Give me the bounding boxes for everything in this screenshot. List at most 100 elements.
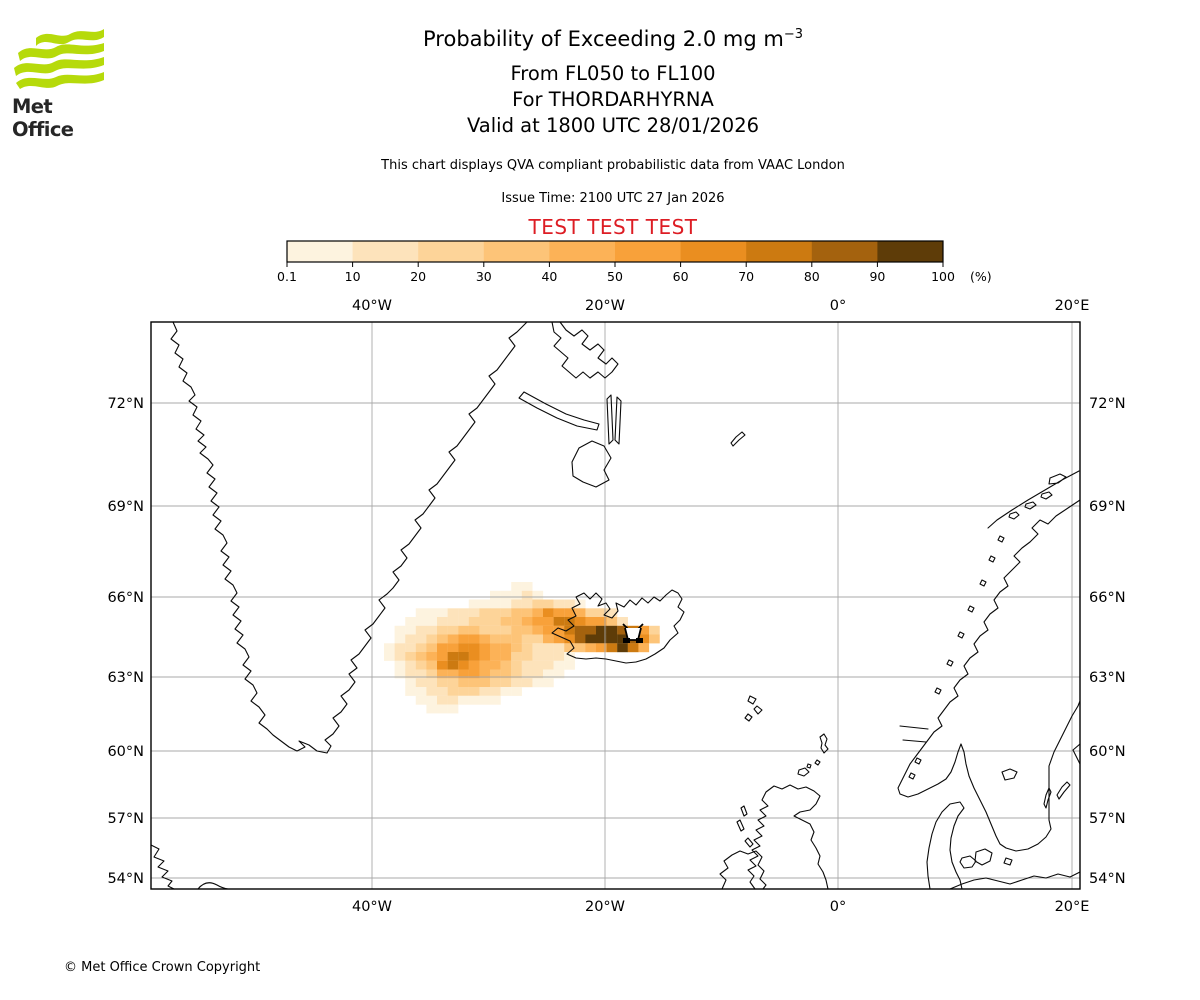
plume-cell bbox=[553, 599, 565, 609]
plume-cell bbox=[500, 660, 512, 670]
colorbar-segment bbox=[877, 241, 944, 262]
plume-cell bbox=[458, 643, 469, 653]
plume-cell bbox=[437, 617, 448, 626]
plume-cell bbox=[490, 599, 501, 609]
plume-cell bbox=[627, 643, 639, 653]
plume-cell bbox=[500, 687, 512, 696]
plume-cell bbox=[447, 695, 459, 705]
coastline-faroe-islands bbox=[744, 695, 763, 722]
coastline-danish-islands bbox=[959, 848, 1013, 869]
plume-cell bbox=[532, 678, 544, 688]
y-axis-label-right: 54°N bbox=[1089, 871, 1126, 887]
plume-cell bbox=[479, 599, 491, 609]
plume-cell bbox=[532, 669, 544, 679]
plume-cell bbox=[437, 669, 448, 679]
coastline-greenland-ne-fjords bbox=[551, 321, 619, 379]
plume-cell bbox=[405, 660, 416, 670]
plume-cell bbox=[511, 625, 522, 635]
coastline-norway-fjords bbox=[899, 725, 929, 743]
plume-cell bbox=[532, 643, 544, 653]
plume-cell bbox=[415, 643, 427, 653]
plume-cell bbox=[585, 634, 597, 644]
volcano-icon bbox=[622, 623, 644, 643]
plume-cell bbox=[521, 590, 533, 600]
plume-cell bbox=[447, 608, 459, 618]
plume-cell bbox=[638, 634, 650, 644]
x-axis-label-top: 20°E bbox=[1055, 298, 1090, 314]
plume-cell bbox=[500, 669, 512, 679]
colorbar-tick-label: 40 bbox=[541, 269, 557, 284]
plume-cell bbox=[490, 678, 501, 688]
logo-text: Met Office bbox=[12, 95, 74, 141]
plume-cell bbox=[468, 695, 480, 705]
x-axis-label-top: 0° bbox=[830, 298, 846, 314]
y-axis-label-right: 66°N bbox=[1089, 590, 1126, 606]
plume-cell bbox=[596, 634, 607, 644]
plume-cell bbox=[543, 608, 554, 618]
plume-cell bbox=[553, 625, 565, 635]
colorbar-segment bbox=[418, 241, 485, 262]
plume-cell bbox=[543, 678, 554, 688]
coastline-great-britain bbox=[747, 784, 829, 890]
plume-cell bbox=[521, 625, 533, 635]
coastlines bbox=[150, 321, 1081, 890]
colorbar-tick-label: 60 bbox=[673, 269, 689, 284]
plume-cell bbox=[521, 669, 533, 679]
y-axis-label-left: 60°N bbox=[107, 744, 144, 760]
subtitle-valid-time: Valid at 1800 UTC 28/01/2026 bbox=[466, 114, 760, 137]
coastline-fjord-sliver-2 bbox=[614, 396, 622, 445]
x-axis-label-bottom: 20°E bbox=[1055, 899, 1090, 915]
plume-cell bbox=[415, 687, 427, 696]
map-frame bbox=[150, 321, 1081, 890]
plume-cell bbox=[490, 660, 501, 670]
plume-cell bbox=[543, 660, 554, 670]
coastline-lofoten bbox=[987, 470, 1080, 529]
plume-cell bbox=[415, 617, 427, 626]
plume-cell bbox=[596, 617, 607, 626]
plume-cell bbox=[553, 652, 565, 661]
plume-cell bbox=[511, 669, 522, 679]
plume-cell bbox=[649, 625, 660, 635]
plume-cell bbox=[564, 652, 575, 661]
plume-cell bbox=[521, 617, 533, 626]
qva-note: This chart displays QVA compliant probab… bbox=[381, 158, 845, 173]
plume-cell bbox=[511, 678, 522, 688]
plume-cell bbox=[500, 678, 512, 688]
plume-cell bbox=[479, 625, 491, 635]
plume-cell bbox=[511, 634, 522, 644]
plume-cell bbox=[574, 634, 586, 644]
plume-cell bbox=[553, 660, 565, 670]
plume-cell bbox=[532, 652, 544, 661]
colorbar-segment bbox=[483, 241, 550, 262]
coastline-shetland bbox=[814, 733, 829, 766]
plume-cell bbox=[617, 634, 628, 644]
plume-cell bbox=[638, 625, 650, 635]
plume-cell bbox=[564, 608, 575, 618]
plume-cell bbox=[437, 634, 448, 644]
plume-cell bbox=[490, 643, 501, 653]
plume-cell bbox=[500, 590, 512, 600]
plume-cell bbox=[617, 643, 628, 653]
colorbar-tick-label: 30 bbox=[476, 269, 492, 284]
plume-cell bbox=[415, 695, 427, 705]
plume-cell bbox=[543, 669, 554, 679]
plume-cell bbox=[447, 669, 459, 679]
plume-cell bbox=[458, 617, 469, 626]
plume-cell bbox=[511, 617, 522, 626]
plume-cell bbox=[532, 634, 544, 644]
y-axis-label-left: 69°N bbox=[107, 499, 144, 515]
plume-cell bbox=[511, 608, 522, 618]
plume-cell bbox=[468, 678, 480, 688]
colorbar-segment bbox=[549, 241, 616, 262]
plume-cell bbox=[415, 652, 427, 661]
y-axis-label-left: 63°N bbox=[107, 670, 144, 686]
plume-cell bbox=[543, 599, 554, 609]
plume-cell bbox=[447, 652, 459, 661]
x-axis-label-bottom: 40°W bbox=[352, 899, 392, 915]
plume-cell bbox=[426, 643, 438, 653]
plume-cell bbox=[596, 608, 607, 618]
plume-cell bbox=[532, 660, 544, 670]
plume-cell bbox=[394, 660, 406, 670]
plume-cell bbox=[479, 695, 491, 705]
